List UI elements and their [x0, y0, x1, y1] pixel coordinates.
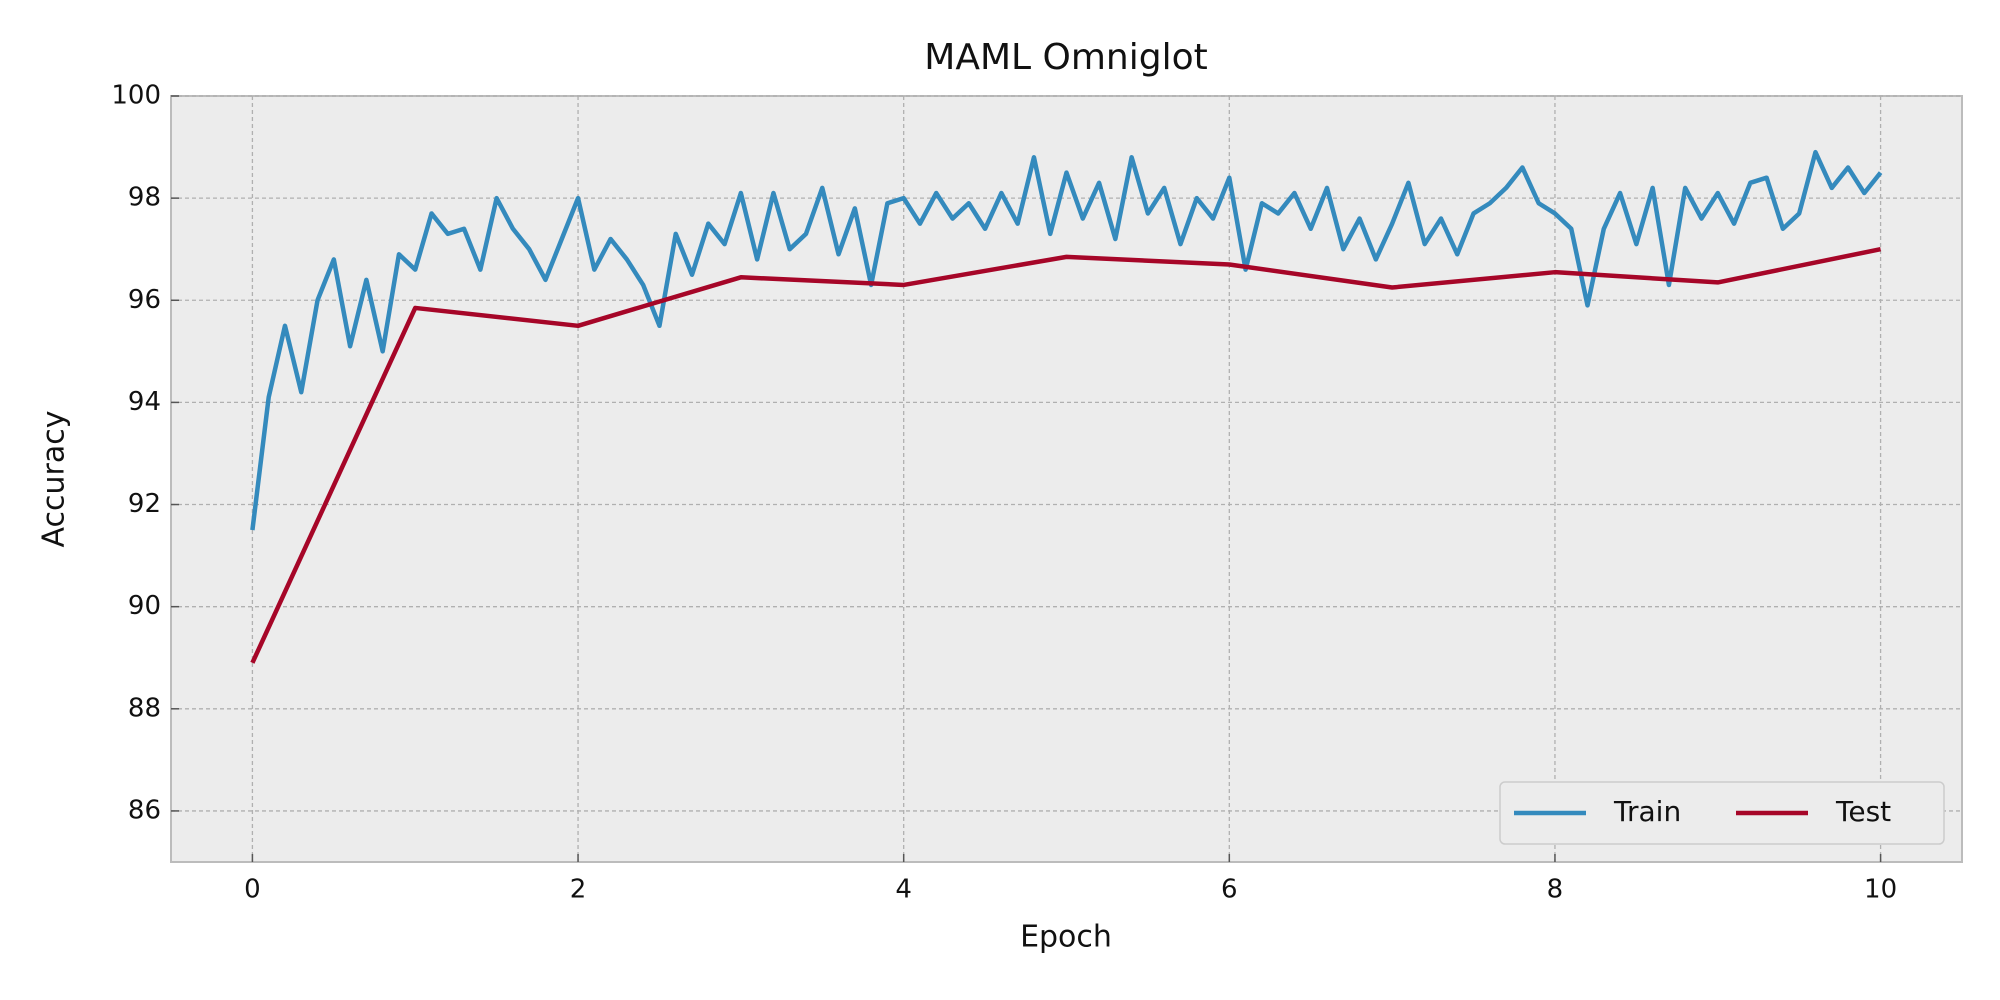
- y-tick-label: 90: [128, 591, 161, 621]
- x-tick-label: 6: [1221, 875, 1238, 905]
- legend: [1499, 781, 1945, 845]
- legend-label: Train: [1613, 795, 1681, 828]
- chart-title: MAML Omniglot: [924, 37, 1207, 78]
- y-axis-label: Accuracy: [37, 411, 72, 548]
- x-axis-label: Epoch: [1020, 920, 1112, 955]
- x-tick-label: 4: [895, 875, 912, 905]
- data-line: [250, 149, 1883, 531]
- plot-area: [170, 95, 1963, 863]
- x-tick-label: 2: [570, 875, 587, 905]
- x-tick-label: 10: [1864, 875, 1897, 905]
- y-tick-label: 100: [111, 81, 161, 111]
- x-tick-label: 0: [244, 875, 261, 905]
- y-tick-label: 96: [128, 285, 161, 315]
- x-tick-label: 8: [1547, 875, 1564, 905]
- y-tick-label: 98: [128, 183, 161, 213]
- legend-label: Test: [1835, 795, 1891, 828]
- y-tick-label: 86: [128, 795, 161, 825]
- y-tick-label: 94: [128, 387, 161, 417]
- data-line: [250, 246, 1882, 664]
- y-tick-label: 92: [128, 489, 161, 519]
- y-tick-label: 88: [128, 693, 161, 723]
